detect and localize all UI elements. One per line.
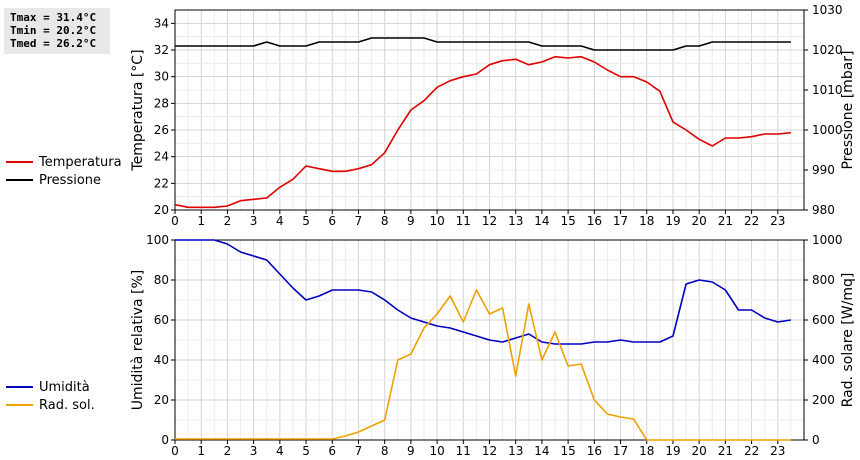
panel2-y2-tick-label: 400 <box>812 353 835 367</box>
panel2-legend-label-2: Rad. sol. <box>39 398 95 413</box>
panel1-x-tick-label: 17 <box>613 214 628 228</box>
panel2-x-tick-label: 20 <box>692 444 707 458</box>
panel2-y-tick-label: 60 <box>154 313 169 327</box>
panel2-x-tick-label: 13 <box>508 444 523 458</box>
panel2-x-tick-label: 7 <box>355 444 363 458</box>
panel2-series-line-2 <box>175 289 791 441</box>
panel2-x-tick-label: 5 <box>302 444 310 458</box>
panel2-y-tick-label: 0 <box>161 433 169 447</box>
panel2-x-tick-label: 4 <box>276 444 284 458</box>
panel2-x-tick-label: 10 <box>429 444 444 458</box>
panel1-series-line-1 <box>174 55 791 209</box>
panel1-x-tick-label: 12 <box>482 214 497 228</box>
panel1-x-tick-label: 7 <box>355 214 363 228</box>
panel1-y-tick-label: 22 <box>154 176 169 190</box>
panel2-x-tick-label: 15 <box>560 444 575 458</box>
panel1-x-tick-label: 22 <box>744 214 759 228</box>
panel1-legend-label-1: Temperatura <box>38 155 122 170</box>
panel1-y-tick-label: 32 <box>154 43 169 57</box>
panel1-series-line-2 <box>175 37 791 51</box>
panel2-y2-tick-label: 600 <box>812 313 835 327</box>
panel2-x-tick-label: 22 <box>744 444 759 458</box>
panel1-x-tick-label: 14 <box>534 214 549 228</box>
panel1-x-tick-label: 2 <box>224 214 232 228</box>
panel1-x-tick-label: 15 <box>560 214 575 228</box>
panel1-x-tick-label: 16 <box>587 214 602 228</box>
panel2-x-tick-label: 9 <box>407 444 415 458</box>
panel1-y-tick-label: 34 <box>154 16 169 30</box>
panel2-x-tick-label: 3 <box>250 444 258 458</box>
panel2-x-tick-label: 2 <box>224 444 232 458</box>
panel1-y-tick-label: 26 <box>154 123 169 137</box>
stats-box: Tmax = 31.4°C Tmin = 20.2°C Tmed = 26.2°… <box>4 8 110 54</box>
panel1-y2-tick-label: 990 <box>812 163 835 177</box>
panel1-y2-tick-label: 1000 <box>812 123 843 137</box>
panel1-x-tick-label: 4 <box>276 214 284 228</box>
tmed-label: Tmed = 26.2°C <box>10 37 97 50</box>
panel2-x-tick-label: 0 <box>171 444 179 458</box>
panel1-y2-tick-label: 1030 <box>812 3 843 17</box>
panel1-x-tick-label: 1 <box>197 214 205 228</box>
panel2-x-tick-label: 14 <box>534 444 549 458</box>
panel1-plot-frame <box>174 9 805 211</box>
panel1-x-tick-label: 8 <box>381 214 389 228</box>
panel1-y-tick-label: 24 <box>154 150 169 164</box>
panel2-legend-label-1: Umidità <box>39 380 90 395</box>
panel2-y2-tick-label: 0 <box>812 433 820 447</box>
panel1-x-tick-label: 5 <box>302 214 310 228</box>
panel1-y-tick-label: 20 <box>154 203 169 217</box>
panel1-x-tick-label: 9 <box>407 214 415 228</box>
panel2-y2-tick-label: 800 <box>812 273 835 287</box>
panel2-x-tick-label: 1 <box>197 444 205 458</box>
panel2-series-line-1 <box>175 239 792 345</box>
panel1-y-axis-title: Temperatura [°C] <box>130 49 146 171</box>
panel2-y-tick-label: 20 <box>154 393 169 407</box>
panel1-x-tick-label: 10 <box>429 214 444 228</box>
panel2-y2-axis-title: Rad. solare [W/mq] <box>840 273 856 408</box>
panel2-y-axis-title: Umidità relativa [%] <box>130 270 146 411</box>
panel1-x-tick-label: 13 <box>508 214 523 228</box>
panel2-x-tick-label: 11 <box>456 444 471 458</box>
panel1-x-tick-label: 18 <box>639 214 654 228</box>
panel2-x-tick-label: 19 <box>665 444 680 458</box>
panel1-x-tick-label: 0 <box>171 214 179 228</box>
panel1-x-tick-label: 23 <box>770 214 785 228</box>
panel2-y-tick-label: 80 <box>154 273 169 287</box>
panel2-x-tick-label: 8 <box>381 444 389 458</box>
panel1-x-tick-label: 3 <box>250 214 258 228</box>
panel2-x-tick-label: 21 <box>718 444 733 458</box>
panel1-y2-tick-label: 1010 <box>812 83 843 97</box>
tmin-label: Tmin = 20.2°C <box>10 24 97 37</box>
panel1-y2-tick-label: 980 <box>812 203 835 217</box>
panel1-x-tick-label: 11 <box>456 214 471 228</box>
panel2-x-tick-label: 12 <box>482 444 497 458</box>
panel1-y2-tick-label: 1020 <box>812 43 843 57</box>
panel2-y-tick-label: 40 <box>154 353 169 367</box>
panel2-y-tick-label: 100 <box>146 233 169 247</box>
panel1-y2-axis-title: Pressione [mbar] <box>840 50 856 169</box>
panel2-x-tick-label: 23 <box>770 444 785 458</box>
panel2-x-tick-label: 18 <box>639 444 654 458</box>
panel1-x-tick-label: 6 <box>328 214 336 228</box>
panel2-plot-frame <box>174 239 805 441</box>
panel2-x-tick-label: 16 <box>587 444 602 458</box>
panel1-legend-label-2: Pressione <box>39 173 101 188</box>
panel1-y-tick-label: 28 <box>154 96 169 110</box>
panel1-x-tick-label: 20 <box>692 214 707 228</box>
panel2-y2-tick-label: 200 <box>812 393 835 407</box>
panel2-x-tick-label: 6 <box>328 444 336 458</box>
panel2-y2-tick-label: 1000 <box>812 233 843 247</box>
panel2-x-tick-label: 17 <box>613 444 628 458</box>
panel1-y-tick-label: 30 <box>154 70 169 84</box>
panel1-x-tick-label: 19 <box>665 214 680 228</box>
tmax-label: Tmax = 31.4°C <box>10 11 97 24</box>
panel1-x-tick-label: 21 <box>718 214 733 228</box>
